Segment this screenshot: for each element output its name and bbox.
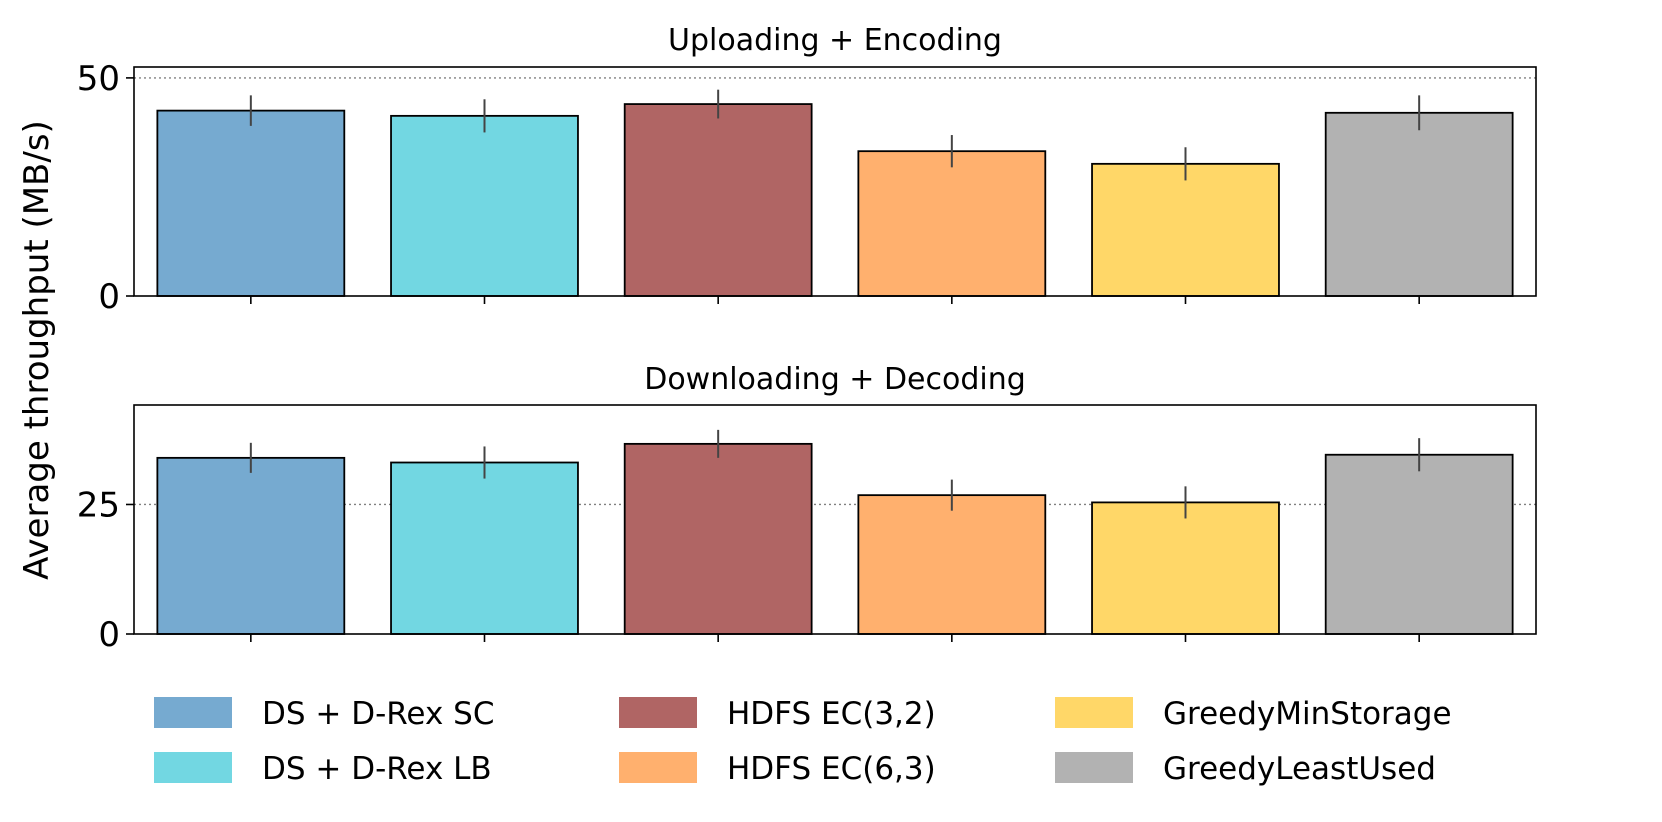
legend-label: HDFS EC(6,3) (727, 751, 936, 787)
legend-item: DS + D-Rex LB (154, 751, 492, 787)
bar (1091, 501, 1280, 635)
y-tick-label: 50 (77, 59, 120, 99)
bar (390, 114, 579, 297)
bar (1324, 453, 1514, 635)
legend: DS + D-Rex SC DS + D-Rex LB HDFS EC(3,2)… (154, 696, 1452, 787)
legend-item: HDFS EC(3,2) (619, 696, 936, 732)
bar (156, 109, 346, 297)
bar (857, 150, 1047, 297)
panel-frame (133, 66, 1537, 297)
y-tick-label: 25 (77, 485, 120, 525)
legend-label: DS + D-Rex LB (262, 751, 492, 787)
legend-label: GreedyMinStorage (1163, 696, 1452, 732)
bar (623, 103, 813, 297)
bar (156, 456, 346, 635)
bar (623, 442, 813, 635)
bar (390, 461, 579, 635)
panel-frame (133, 404, 1537, 635)
legend-swatch (1055, 697, 1133, 728)
panel-downloading-decoding: Downloading + Decoding 0 25 (77, 362, 1537, 655)
legend-label: HDFS EC(3,2) (727, 696, 936, 732)
legend-item: GreedyLeastUsed (1055, 751, 1436, 787)
bar (857, 494, 1047, 635)
legend-swatch (154, 697, 232, 728)
panel-uploading-encoding: Uploading + Encoding 0 50 (77, 23, 1537, 317)
legend-swatch (1055, 752, 1133, 783)
y-tick-label: 0 (98, 615, 120, 655)
legend-label: DS + D-Rex SC (262, 696, 495, 732)
legend-item: DS + D-Rex SC (154, 696, 495, 732)
y-axis-label: Average throughput (MB/s) (17, 120, 57, 580)
legend-swatch (619, 697, 697, 728)
legend-swatch (154, 752, 232, 783)
legend-item: GreedyMinStorage (1055, 696, 1452, 732)
bar (1324, 111, 1514, 297)
y-tick-label: 0 (98, 277, 120, 317)
bar (1091, 162, 1280, 297)
legend-label: GreedyLeastUsed (1163, 751, 1436, 787)
legend-swatch (619, 752, 697, 783)
legend-item: HDFS EC(6,3) (619, 751, 936, 787)
panel-title: Downloading + Decoding (644, 362, 1026, 397)
panel-title: Uploading + Encoding (668, 23, 1002, 58)
